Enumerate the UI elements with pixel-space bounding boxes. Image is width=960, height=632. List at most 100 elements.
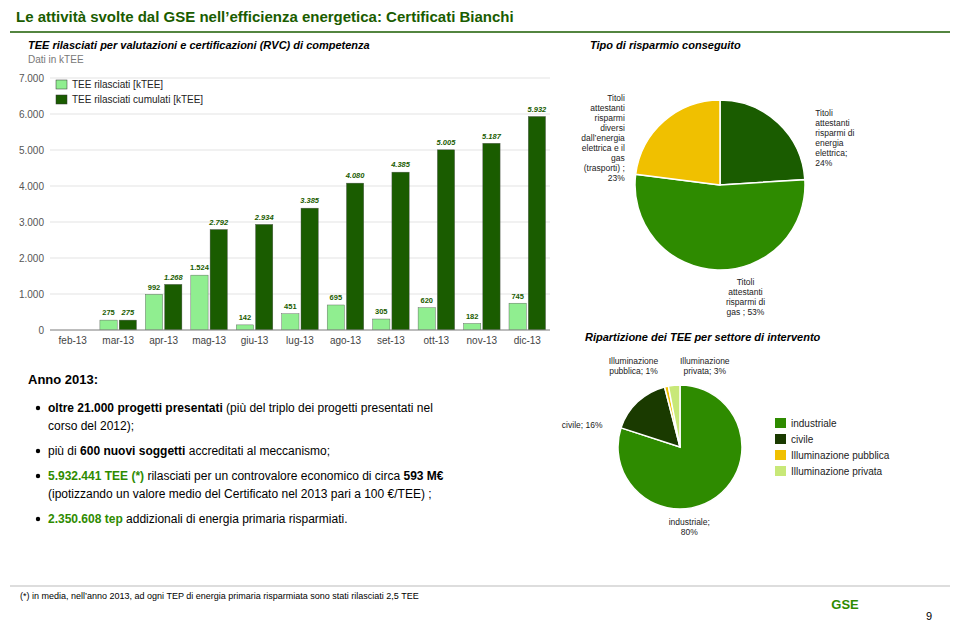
text-line: 9 <box>926 610 932 622</box>
bar <box>256 224 273 330</box>
text-line: civile <box>791 434 814 445</box>
legend-label: Illuminazione pubblica <box>791 450 890 461</box>
legend-label: industriale <box>791 418 837 429</box>
bar <box>346 183 363 330</box>
text-line: Illuminazione <box>680 356 730 366</box>
text-line: (trasporti) ; <box>584 163 625 173</box>
data-label: 3.385 <box>300 196 320 205</box>
data-label: 620 <box>420 296 433 305</box>
bullet-dot <box>36 517 40 521</box>
text-line: risparmi <box>595 113 625 123</box>
bullet-dot <box>36 406 40 410</box>
bullet-segment: accreditati al meccanismo; <box>185 444 330 458</box>
text-line: 182 <box>466 312 479 321</box>
text-heading: Anno 2013: <box>28 372 98 387</box>
text-line: civile; 16% <box>562 420 603 430</box>
text-line: Illuminazione <box>609 356 659 366</box>
text-line: attestanti <box>728 287 763 297</box>
data-label: 1.524 <box>190 263 210 272</box>
bullet-line: oltre 21.000 progetti presentati (più de… <box>48 401 433 415</box>
bullet-line: (ipotizzando un valore medio del Certifi… <box>48 487 432 501</box>
text-line: 24% <box>815 158 832 168</box>
text-line: dall’energia <box>581 133 625 143</box>
legend-swatch <box>775 466 786 476</box>
text-line: TEE rilasciati cumulati [kTEE] <box>72 94 203 105</box>
x-tick-label: dic-13 <box>514 335 542 346</box>
x-tick-label: ott-13 <box>424 335 450 346</box>
text-line: 0 <box>38 325 44 336</box>
x-axis-line <box>50 330 550 331</box>
data-label: 5.932 <box>528 105 548 114</box>
bullet-line: corso del 2012); <box>48 419 134 433</box>
chart-title: TEE rilasciati per valutazioni e certifi… <box>28 39 370 51</box>
bar <box>191 275 208 330</box>
data-label: 5.005 <box>437 138 457 147</box>
pie-slice <box>720 100 805 185</box>
footer-rule <box>10 586 950 587</box>
bar <box>392 172 409 330</box>
bar <box>282 314 299 330</box>
bullet-segment: (più del triplo dei progetti presentati … <box>223 401 433 415</box>
text-line: TEE rilasciati [kTEE] <box>72 79 163 90</box>
bar <box>373 319 390 330</box>
text-line: gas <box>611 153 625 163</box>
grid-line <box>50 186 550 187</box>
text-line: attestanti <box>815 118 850 128</box>
bullet-segment: (ipotizzando un valore medio del Certifi… <box>48 487 432 501</box>
page-number: 9 <box>926 610 932 622</box>
text-line: industriale; <box>669 517 710 527</box>
text-line: gas ; 53% <box>727 307 765 317</box>
bullet-segment: 593 M€ <box>404 469 444 483</box>
legend-label: civile <box>791 434 814 445</box>
y-tick-label: 1.000 <box>19 289 44 300</box>
pie-slice <box>618 385 742 509</box>
data-label: 4.080 <box>345 171 366 180</box>
text-line: 451 <box>284 302 297 311</box>
text-line: Ripartizione dei TEE per settore di inte… <box>585 331 821 343</box>
bullet-segment: oltre 21.000 progetti presentati <box>48 401 223 415</box>
grid-line <box>50 294 550 295</box>
pie-slice <box>635 174 805 270</box>
text-line: 4.080 <box>345 171 366 180</box>
y-tick-label: 3.000 <box>19 217 44 228</box>
text-line: nov-13 <box>467 335 498 346</box>
x-tick-label: feb-13 <box>59 335 88 346</box>
text-line: Illuminazione pubblica <box>791 450 890 461</box>
bullet-line: 2.350.608 tep addizionali di energia pri… <box>48 512 347 526</box>
text-line: 5.000 <box>19 145 44 156</box>
slice-label: Illuminazioneprivata; 3% <box>680 356 730 376</box>
text-line: dic-13 <box>514 335 542 346</box>
x-tick-label: apr-13 <box>149 335 178 346</box>
footnote: (*) in media, nell’anno 2013, ad ogni TE… <box>20 591 419 601</box>
text-line: GSE <box>831 597 859 612</box>
grid-line <box>50 258 550 259</box>
text-line: 275 <box>102 308 115 317</box>
text-line: ago-13 <box>330 335 362 346</box>
data-label: 5.187 <box>482 132 502 141</box>
text-line: feb-13 <box>59 335 88 346</box>
slice-label: Titoliattestantirisparmi digas ; 53% <box>726 277 765 317</box>
bar <box>165 284 182 330</box>
text-line: attestanti <box>590 103 625 113</box>
text-line: 142 <box>239 313 252 322</box>
bar <box>437 150 454 330</box>
text-line: Dati in kTEE <box>28 54 84 65</box>
text-line: industriale <box>791 418 837 429</box>
x-tick-label: giu-13 <box>241 335 269 346</box>
title-rule <box>10 31 950 33</box>
data-label: 1.268 <box>164 273 184 282</box>
grid-line <box>50 222 550 223</box>
bar <box>145 294 162 330</box>
text-line: privata; 3% <box>684 366 727 376</box>
text-line: pubblica; 1% <box>609 366 658 376</box>
grid <box>50 78 550 330</box>
chart-title: Tipo di risparmio conseguito <box>590 39 741 51</box>
bullet-segment: 2.350.608 tep <box>48 512 123 526</box>
text-line: energia <box>815 138 844 148</box>
data-label: 142 <box>239 313 252 322</box>
bar <box>483 143 500 330</box>
slice-label: industriale;80% <box>669 517 710 537</box>
bullet-segment: più di <box>48 444 80 458</box>
bullet-dot <box>36 474 40 478</box>
text-line: 7.000 <box>19 73 44 84</box>
